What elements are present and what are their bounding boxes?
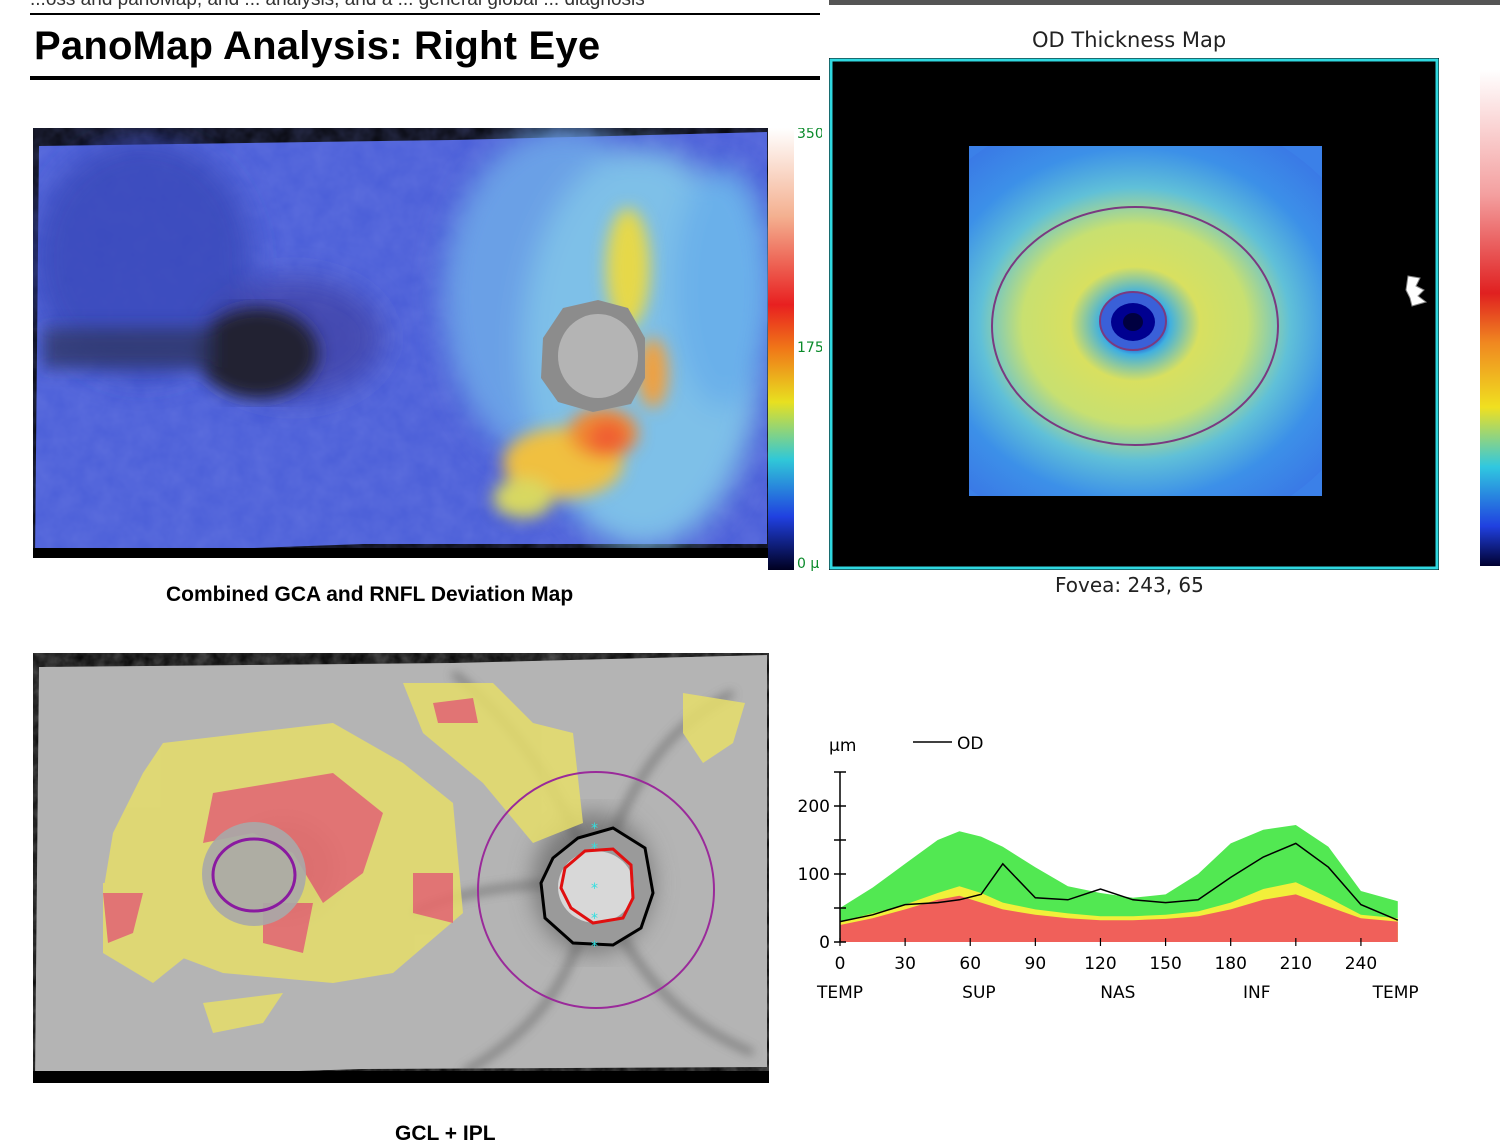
thickness-map-image xyxy=(829,58,1439,570)
top-right-divider xyxy=(829,0,1500,5)
region-label: TEMP xyxy=(1372,983,1419,1003)
deviation-map-image xyxy=(33,128,769,558)
scale-label-mid: 175 xyxy=(797,340,822,356)
title-underline xyxy=(30,76,820,80)
gcl-ipl-caption: GCL + IPL xyxy=(395,1122,496,1145)
svg-text:*: * xyxy=(591,939,598,955)
x-tick-label: 180 xyxy=(1214,954,1246,974)
od-line xyxy=(839,842,1399,923)
svg-text:*: * xyxy=(591,841,598,857)
x-tick-label: 90 xyxy=(1025,954,1047,974)
x-tick-label: 240 xyxy=(1345,954,1377,974)
x-tick-label: 60 xyxy=(959,954,981,974)
y-tick-label: 0 xyxy=(819,933,830,953)
chart-unit-label: µm xyxy=(829,736,856,756)
svg-text:*: * xyxy=(591,881,598,897)
area-red-band xyxy=(840,894,1398,942)
svg-text:*: * xyxy=(591,821,598,837)
top-divider xyxy=(30,13,820,15)
region-label: NAS xyxy=(1100,983,1135,1003)
thickness-color-scale xyxy=(1480,70,1500,566)
x-tick-label: 30 xyxy=(894,954,916,974)
tsnit-profile-chart: µm OD 0 100 200 0 30 60 90 120 150 180 210 240 TEMP… xyxy=(798,734,1419,1003)
chart-legend-label: OD xyxy=(957,734,983,754)
y-tick-label: 200 xyxy=(798,797,830,817)
region-label: TEMP xyxy=(816,983,863,1003)
deviation-color-scale: 350 175 0 µ xyxy=(768,128,822,572)
fovea-coordinates: Fovea: 243, 65 xyxy=(1055,573,1204,597)
y-tick-label: 100 xyxy=(798,865,830,885)
small-marker-icon xyxy=(1405,275,1428,307)
gcl-ipl-map-image: * * * * * xyxy=(33,653,769,1083)
x-tick-label: 150 xyxy=(1149,954,1181,974)
x-tick-label: 210 xyxy=(1280,954,1312,974)
deviation-map-caption: Combined GCA and RNFL Deviation Map xyxy=(166,583,574,606)
page-title: PanoMap Analysis: Right Eye xyxy=(34,24,601,68)
thickness-map-title: OD Thickness Map xyxy=(1032,28,1227,52)
scale-label-max: 350 xyxy=(797,128,822,142)
scale-label-min: 0 µ xyxy=(797,556,819,572)
x-tick-label: 120 xyxy=(1084,954,1116,974)
svg-text:*: * xyxy=(591,911,598,927)
x-tick-label: 0 xyxy=(835,954,846,974)
region-label: SUP xyxy=(962,983,996,1003)
truncated-intro-text: ...oss and panoMap, and ... analysis, an… xyxy=(30,0,820,11)
region-label: INF xyxy=(1243,983,1271,1003)
